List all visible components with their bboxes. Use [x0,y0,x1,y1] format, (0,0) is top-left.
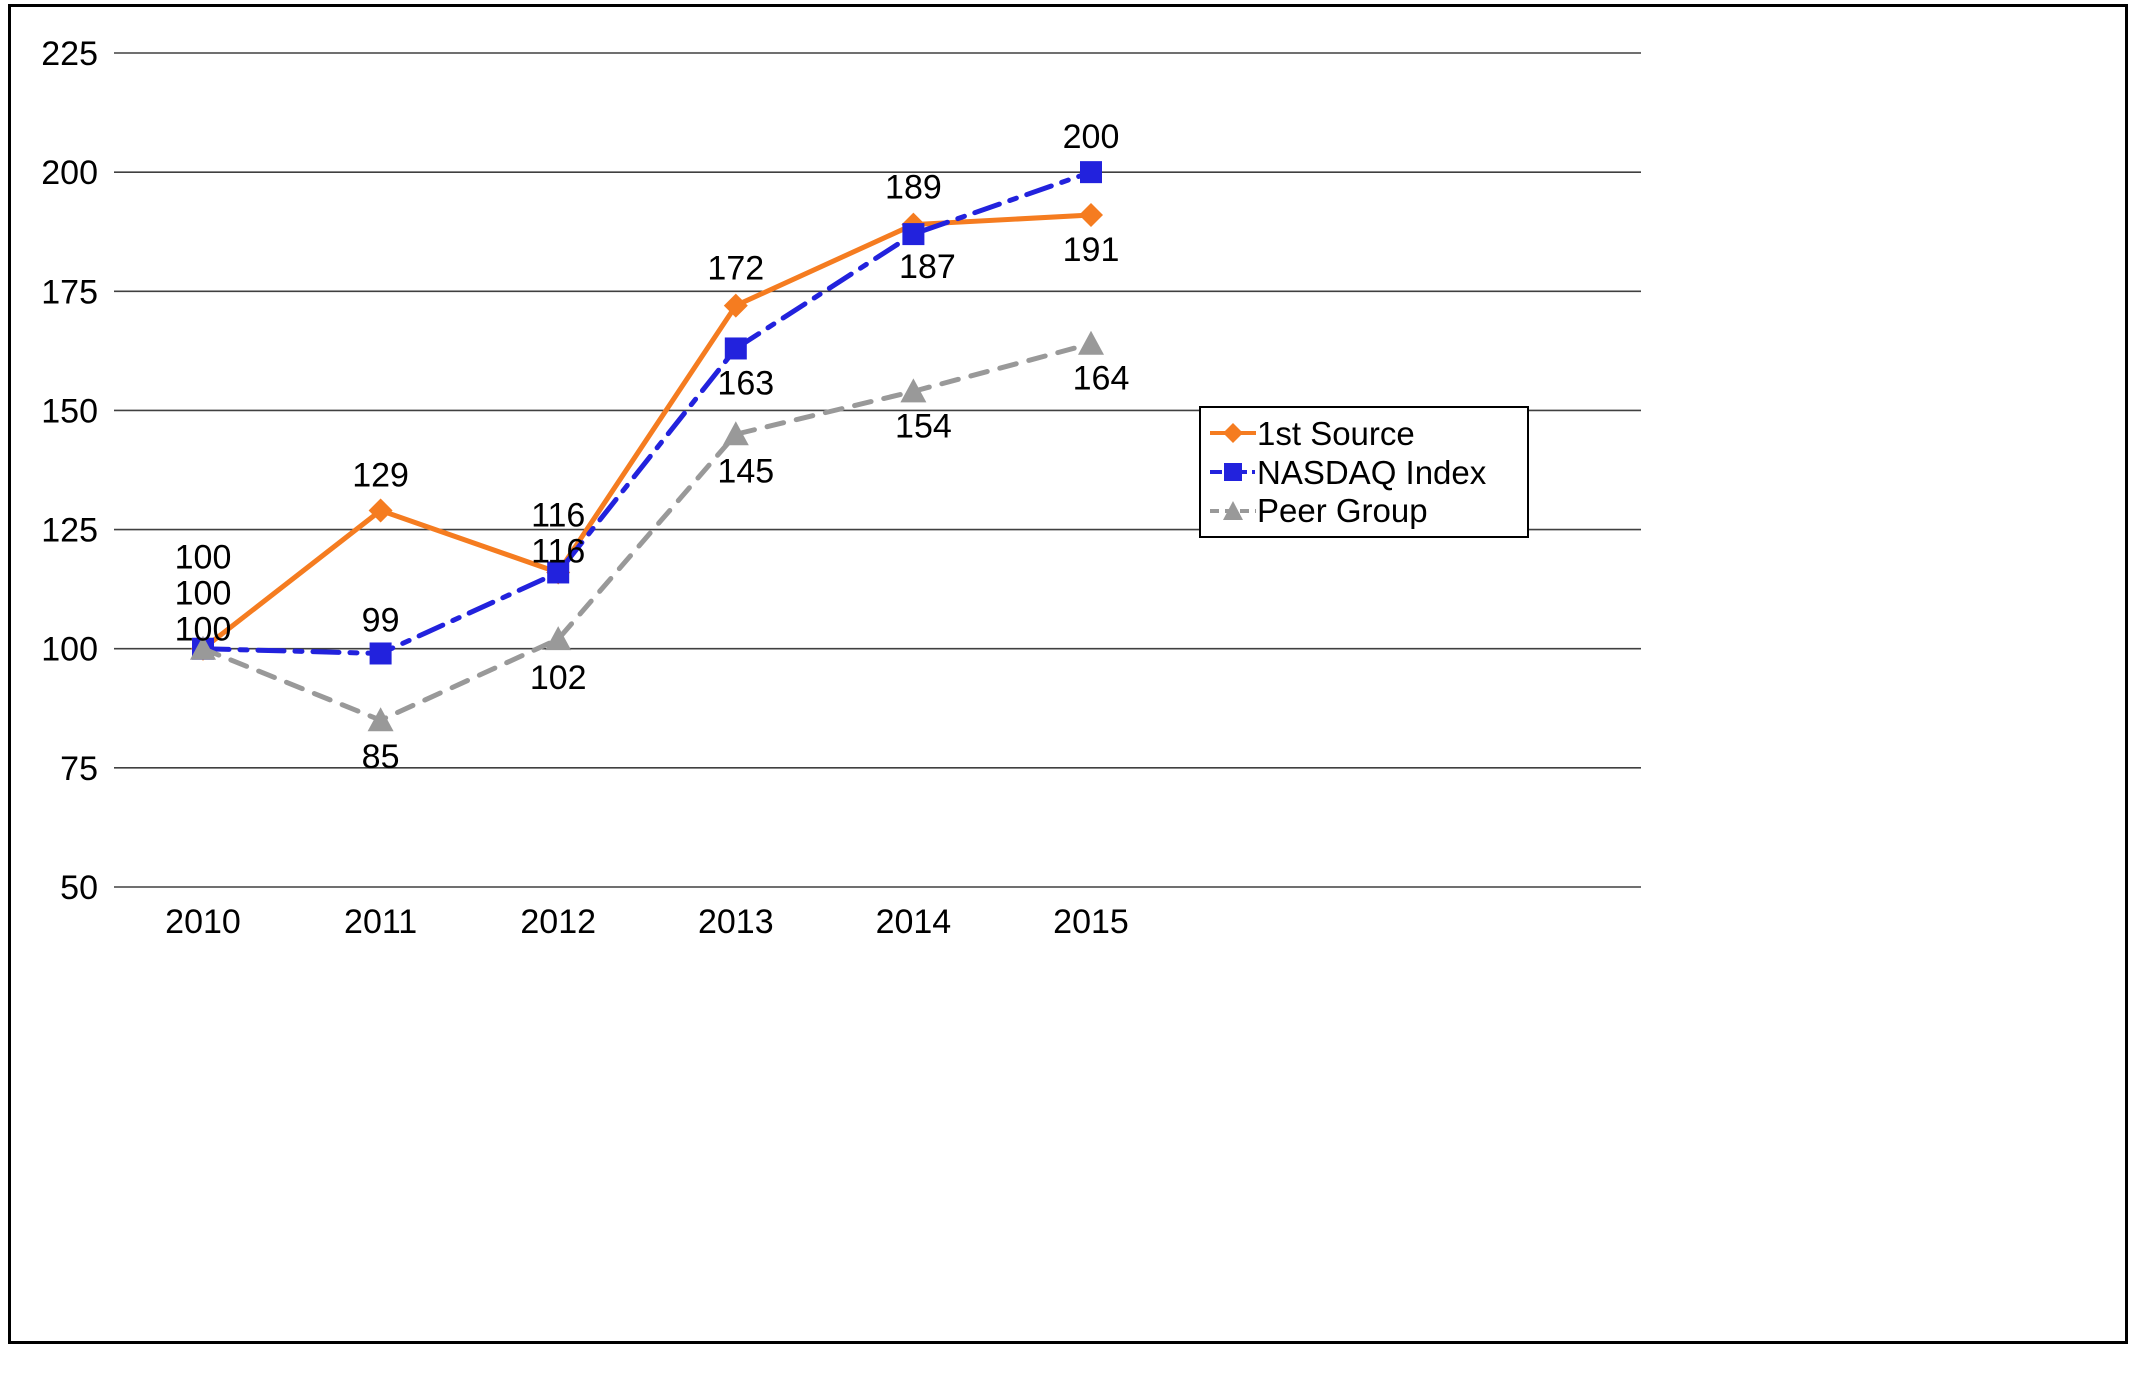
x-tick-label: 2013 [698,903,774,941]
y-tick-label: 75 [60,750,98,788]
data-label: 154 [895,407,952,445]
y-tick-label: 225 [41,35,98,73]
square-marker-icon [1080,161,1102,184]
x-tick-label: 2015 [1053,903,1129,941]
data-label: 85 [362,738,400,776]
diamond-marker-icon [723,293,748,318]
data-label: 191 [1063,231,1120,269]
square-marker-icon [547,561,570,584]
data-label: 116 [531,532,585,570]
y-tick-label: 125 [41,512,98,550]
series-nasdaq-index [192,161,1102,665]
triangle-marker-icon [545,626,572,651]
diamond-marker-icon [368,498,393,523]
triangle-marker-icon [1210,500,1256,520]
square-marker-icon [724,337,747,360]
triangle-marker-icon [722,421,749,446]
data-labels: 100 129 116 172 189 191 100 99 116 163 187 200 100 85… [175,118,1130,776]
legend-item-nasdaq-index: NASDAQ Index [1209,453,1519,492]
y-tick-label: 175 [41,273,98,311]
series-1st-source [191,203,1103,661]
y-tick-label: 50 [60,869,98,907]
data-label: 116 [531,496,585,534]
data-label: 163 [717,364,774,402]
series-line-1st-source [200,212,1094,652]
data-label: 200 [1063,118,1120,156]
series-peer-group [190,330,1104,732]
data-label: 189 [885,169,942,207]
data-label: 129 [352,457,409,495]
y-tick-label: 200 [41,154,98,192]
diamond-marker-icon [1079,203,1103,228]
x-tick-label: 2010 [165,903,241,941]
x-tick-label: 2011 [344,903,417,941]
square-marker-icon [369,642,392,665]
legend-label-peer-group: Peer Group [1257,492,1428,530]
x-axis-labels: 2010 2011 2012 2013 2014 2015 [165,903,1129,941]
legend-item-1st-source: 1st Source [1209,414,1519,453]
y-tick-label: 150 [41,392,98,430]
legend-label-nasdaq-index: NASDAQ Index [1257,453,1487,491]
x-tick-label: 2012 [520,903,596,941]
square-marker-icon [902,223,925,246]
data-label: 172 [707,250,764,288]
data-label: 100 [175,575,232,613]
triangle-marker-icon [900,378,927,403]
legend-label-1st-source: 1st Source [1257,414,1415,452]
data-label: 187 [899,248,956,286]
diamond-marker-icon [1210,423,1256,444]
data-label: 100 [175,539,232,577]
triangle-marker-icon [1078,330,1104,355]
triangle-marker-icon [367,707,394,732]
y-tick-label: 100 [41,631,98,669]
triangle-marker-icon [190,635,216,660]
data-label: 102 [530,659,587,697]
legend-item-peer-group: Peer Group [1209,491,1519,530]
chart-legend: 1st Source NASDAQ Index Peer Group [1199,406,1529,538]
data-label: 100 [175,611,232,649]
data-label: 145 [717,452,774,490]
series-line-peer-group [200,341,1094,723]
square-marker-icon [1210,463,1256,481]
data-label: 164 [1073,360,1130,398]
chart-frame: 50 75 100 125 150 175 200 225 2010 2011 2012 2013 20… [8,4,2128,1344]
series-line-nasdaq-index [200,169,1094,656]
data-label: 99 [362,601,400,639]
x-tick-label: 2014 [876,903,952,941]
